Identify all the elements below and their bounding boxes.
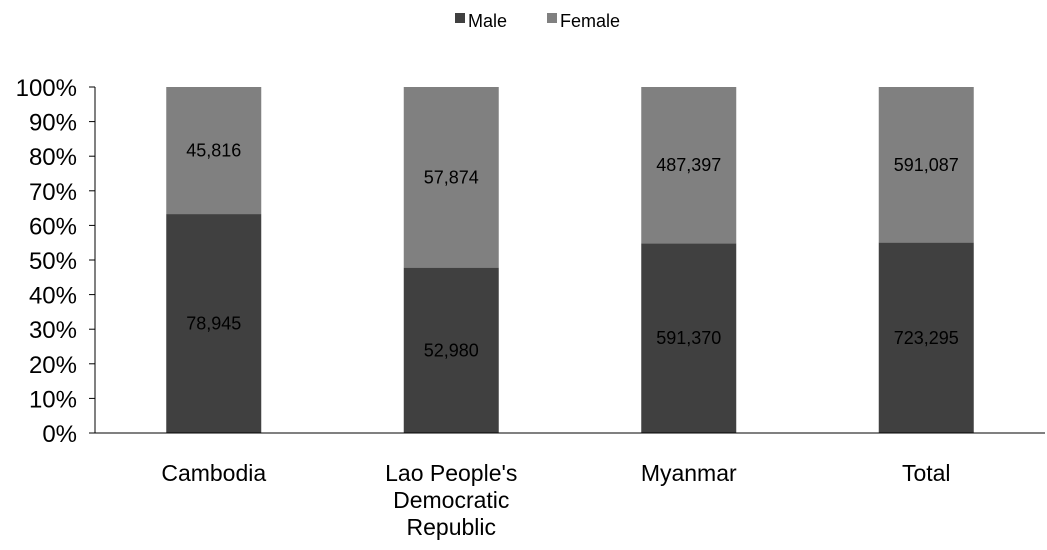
bar-female-1 [403,87,499,268]
y-tick-label: 80% [29,144,77,171]
y-tick-label: 40% [29,283,77,310]
x-tick-label-line: Republic [407,514,497,540]
bar-female-3 [878,87,974,243]
y-axis: 0% 10% 20% 30% 40% 50% 60% 70% 80% 90% 100% [16,75,96,448]
legend-label-female: Female [560,11,620,31]
data-label-male-1: 52,980 [424,340,479,360]
legend-swatch-female [547,13,557,23]
x-tick-label: Myanmar [641,460,737,486]
x-tick-label-line: Democratic [393,487,509,513]
y-tick-label: 0% [42,421,77,448]
bar-male-0 [166,214,262,433]
y-tick-label: 70% [29,179,77,206]
x-axis-labels: Cambodia Lao People's Democratic Republic My… [161,460,950,540]
bars: 78,945 45,816 52,980 57,874 591,370 487,397 72… [166,87,974,433]
x-tick-label: Lao People's Democratic Republic [385,460,517,540]
x-tick-label-line: Cambodia [161,460,266,486]
x-tick-label: Cambodia [161,460,266,486]
bar-male-1 [403,267,499,433]
x-tick-label-line: Total [902,460,951,486]
y-tick-label: 50% [29,248,77,275]
bar-female-2 [641,87,737,244]
y-tick-label: 10% [29,386,77,413]
y-tick-label: 90% [29,110,77,137]
x-tick-label-line: Myanmar [641,460,737,486]
bar-male-3 [878,242,974,433]
y-tick-label: 20% [29,352,77,379]
data-label-female-1: 57,874 [424,167,479,187]
data-label-female-2: 487,397 [656,155,721,175]
legend-label-male: Male [468,11,507,31]
bar-male-2 [641,243,737,433]
data-label-male-3: 723,295 [894,328,959,348]
y-tick-label: 100% [16,75,77,102]
data-label-male-2: 591,370 [656,328,721,348]
data-label-male-0: 78,945 [186,314,241,334]
data-label-female-3: 591,087 [894,155,959,175]
x-tick-label: Total [902,460,951,486]
y-tick-label: 30% [29,317,77,344]
x-tick-label-line: Lao People's [385,460,517,486]
bar-female-0 [166,87,262,215]
legend: Male Female [455,11,620,31]
legend-swatch-male [455,13,465,23]
y-tick-label: 60% [29,213,77,240]
data-label-female-0: 45,816 [186,141,241,161]
